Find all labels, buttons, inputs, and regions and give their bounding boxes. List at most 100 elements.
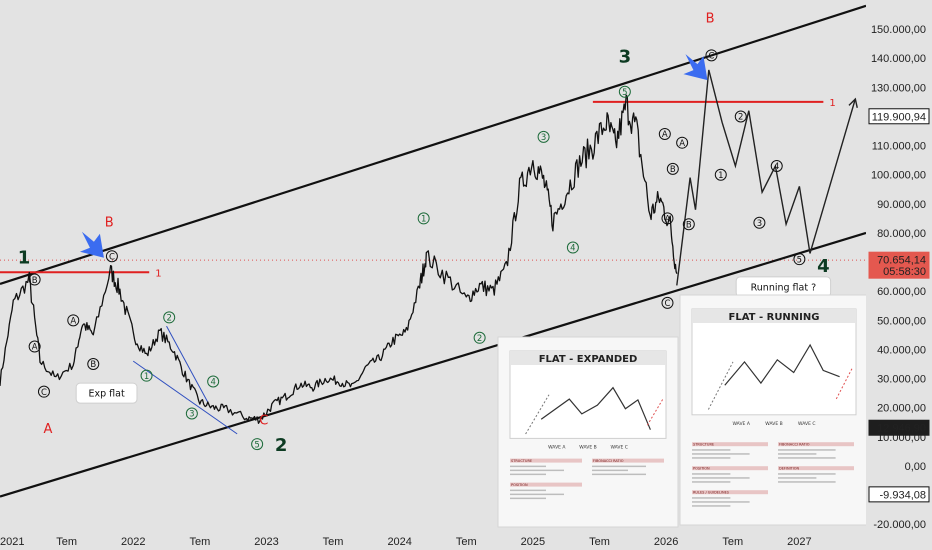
- y-tick-0: 150.000,00: [871, 24, 926, 36]
- inset-0-textline-1-2: [592, 473, 646, 476]
- inset-1-textline-3-0: [778, 473, 836, 475]
- inset-1-textline-2-1: [692, 477, 750, 479]
- y-tick-9: 40.000,00: [877, 344, 926, 356]
- wave-circle-33: [770, 159, 783, 172]
- price-tag-label-3: -9.934,08: [880, 489, 926, 501]
- wave-circle-35: [793, 253, 806, 266]
- wave-label-12: 3: [189, 410, 194, 420]
- x-tick-8: 2025: [521, 536, 545, 548]
- wave-label-0: 1: [18, 247, 31, 268]
- inset-lead-1: [707, 361, 734, 410]
- x-tick-5: Tem: [323, 536, 344, 548]
- wave-label-20: 5: [622, 88, 627, 98]
- wave-label-33: 4: [774, 162, 779, 172]
- projection-arrowhead: [848, 97, 858, 108]
- inset-1: FLAT - RUNNING WAVE A WAVE B WAVE C STRUCTUR…: [679, 294, 869, 526]
- inset-0-textline-0-2: [510, 473, 546, 476]
- wave-label-6: B: [90, 360, 96, 370]
- wave-label-35: 5: [797, 255, 802, 265]
- wave-circle-32: [714, 168, 727, 181]
- price-tag-0: [868, 108, 930, 125]
- wave-circle-11: [207, 375, 220, 388]
- x-tick-7: Tem: [456, 536, 477, 548]
- inset-1-wave-label-1: WAVE B: [765, 421, 782, 427]
- x-tick-12: 2027: [787, 536, 811, 548]
- wave-circle-19: [566, 241, 579, 254]
- wave-label-31: A: [679, 139, 685, 149]
- inset-1-section-bar-2: [692, 466, 768, 471]
- inset-1-textline-0-1: [692, 453, 750, 455]
- wave-label-1: B: [105, 215, 114, 230]
- wave-label-29: C: [708, 52, 714, 62]
- inset-0-section-bar-1: [592, 458, 664, 463]
- y-axis: 150.000,00 140.000,00 130.000,00 110.000,00…: [866, 0, 932, 550]
- wave-circle-5: [28, 340, 41, 353]
- wave-label-10: 1: [144, 372, 149, 382]
- wave-label-28: B: [706, 11, 715, 26]
- wave-label-7: C: [41, 388, 47, 398]
- inset-1-textline-1-2: [778, 457, 836, 459]
- inset-1-section-4: RULES / GUIDELINES: [693, 491, 730, 495]
- inset-1-textline-4-1: [692, 501, 750, 503]
- annotation-text-1: Running flat ?: [751, 282, 817, 293]
- y-tick-13: 0,00: [905, 461, 926, 473]
- inset-title-0: FLAT - EXPANDED: [539, 354, 638, 365]
- wave-label-30: 2: [738, 113, 743, 123]
- wave-circle-22: [658, 127, 671, 140]
- wave-circle-14: [251, 438, 264, 451]
- inset-1-textline-1-0: [778, 449, 836, 451]
- inset-1-textline-4-2: [692, 505, 731, 507]
- y-tick-8: 50.000,00: [877, 315, 926, 327]
- inset-1-section-2: POSITION: [693, 467, 710, 471]
- wave-circle-4: [67, 314, 80, 327]
- wave-label-8: A: [44, 422, 53, 437]
- price-series-group: [0, 94, 678, 424]
- y-tick-7: 60.000,00: [877, 286, 926, 298]
- overlay-lines: 11: [0, 4, 867, 498]
- x-tick-1: Tem: [56, 536, 77, 548]
- price-tag-label-1: 70.654,14: [877, 255, 926, 267]
- wave-label-25: B: [686, 220, 692, 230]
- wave-label-17: 2: [477, 334, 482, 344]
- wave-label-24: A: [665, 215, 671, 225]
- inset-1-textline-2-2: [692, 481, 731, 483]
- inset-0-section-bar-2: [510, 482, 582, 487]
- wave-circle-20: [618, 85, 631, 98]
- inset-wave-1: [724, 343, 840, 386]
- wave-circle-29: [705, 49, 718, 62]
- wave-circle-31: [676, 136, 689, 149]
- inset-title-1: FLAT - RUNNING: [729, 312, 820, 323]
- annotation-box-0: [75, 382, 138, 404]
- price-tag-sub-1: 05:58:30: [883, 266, 926, 278]
- wave-label-3: B: [32, 276, 38, 286]
- blue-arrow-0: [79, 231, 104, 258]
- y-tick-3: 110.000,00: [872, 141, 926, 153]
- projection-group: [79, 54, 858, 286]
- inset-panel-0: [509, 350, 667, 439]
- wave-label-15: 2: [275, 435, 288, 456]
- wave-label-34: 3: [757, 219, 762, 229]
- y-tick-6: 80.000,00: [877, 228, 926, 240]
- inset-1-textline-0-0: [692, 449, 731, 451]
- inset-1-section-bar-0: [692, 442, 768, 447]
- channel-line-0: [0, 4, 867, 285]
- inset-1-section-0: STRUCTURE: [693, 443, 714, 447]
- inset-0-wave-label-0: WAVE A: [548, 444, 566, 450]
- y-tick-11: 20.000,00: [877, 403, 926, 415]
- wedge-line-0: [166, 325, 210, 406]
- wave-circle-2: [105, 250, 118, 263]
- price-series-line: [0, 94, 678, 424]
- x-tick-11: Tem: [722, 536, 743, 548]
- wave-label-4: A: [70, 317, 76, 327]
- price-tag-1: [868, 251, 930, 279]
- wave-label-2: C: [109, 252, 115, 262]
- inset-1-wave-label-2: WAVE C: [798, 421, 816, 427]
- inset-0-wave-label-1: WAVE B: [579, 444, 596, 450]
- wave-label-14: 5: [254, 440, 259, 450]
- inset-1-section-bar-3: [778, 466, 854, 471]
- wave-label-5: A: [32, 343, 38, 353]
- inset-0-section-0: STRUCTURE: [511, 459, 532, 463]
- x-tick-4: 2023: [254, 536, 278, 548]
- price-tag-3: [868, 486, 930, 503]
